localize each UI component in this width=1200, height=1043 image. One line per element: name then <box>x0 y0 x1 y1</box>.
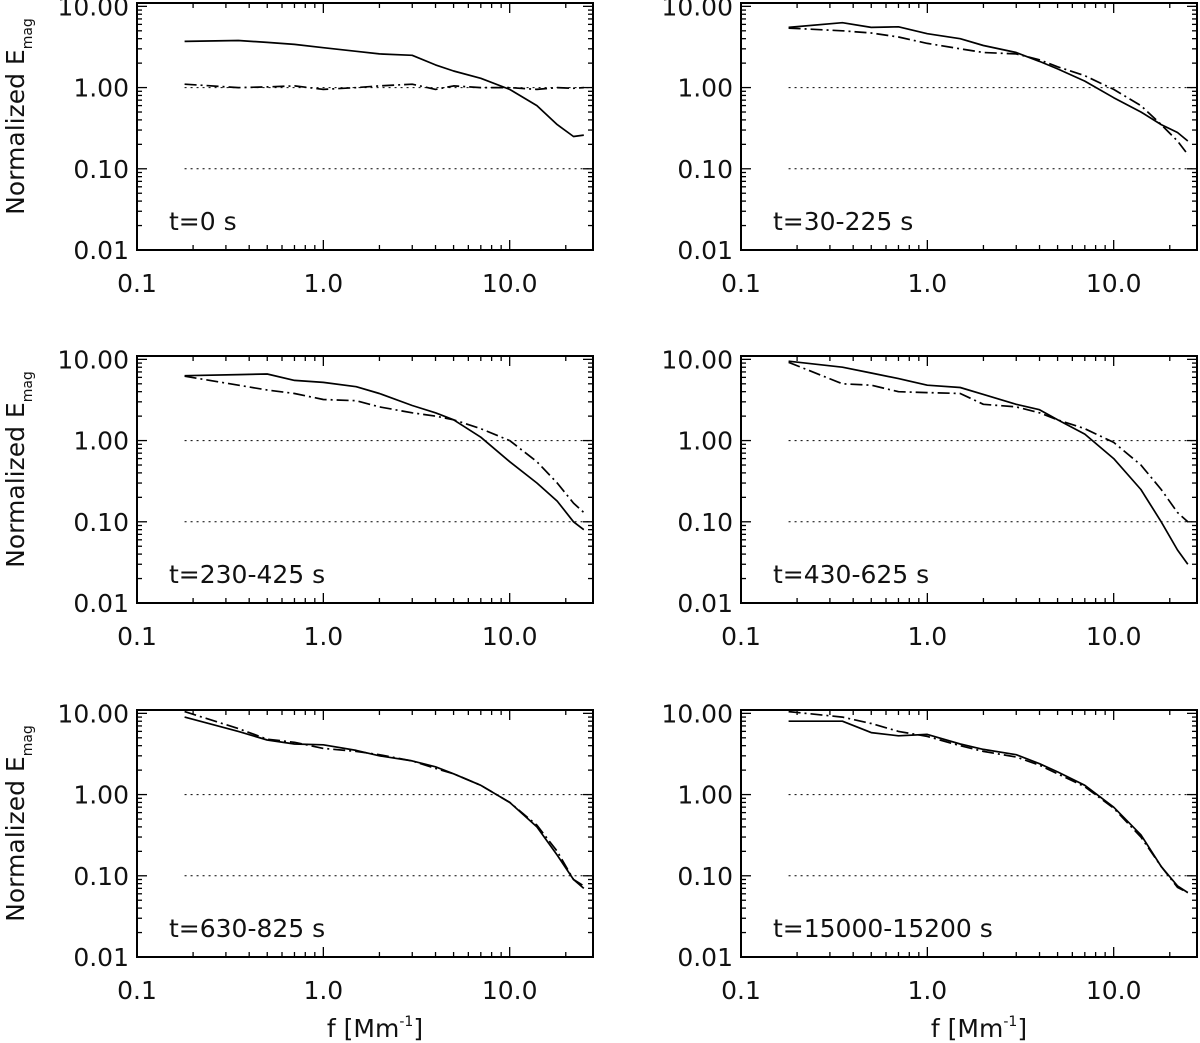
x-tick-label: 1.0 <box>907 622 947 651</box>
x-tick-label: 1.0 <box>303 622 343 651</box>
panel-4: 0.1 1.0 10.0 10.00 1.00 0.10 0.01 t=430-625 s <box>661 345 1198 651</box>
x-tick-label: 1.0 <box>907 269 947 298</box>
x-tick-label: 1.0 <box>907 976 947 1005</box>
y-axis-title: Normalized Emag <box>1 371 36 568</box>
series-dash-dot <box>184 83 584 91</box>
y-tick-label: 1.00 <box>677 427 733 456</box>
series-solid <box>788 720 1189 894</box>
x-axis-title: f [Mm-1] <box>931 1014 1027 1043</box>
series-dash-dot <box>788 361 1189 523</box>
y-tick-label: 10.00 <box>57 345 129 374</box>
y-tick-label: 0.01 <box>73 589 129 618</box>
x-tick-label: 0.1 <box>721 269 761 298</box>
panel-time-label: t=630-825 s <box>169 914 325 943</box>
y-axis-title: Normalized Emag <box>1 725 36 922</box>
y-tick-label: 1.00 <box>73 781 129 810</box>
plot-frame <box>740 709 1198 958</box>
panel-1: 0.1 1.0 10.0 10.00 1.00 0.10 0.01 t=0 s Normaliz… <box>1 0 594 298</box>
x-tick-label: 0.1 <box>721 622 761 651</box>
panel-6: 0.1 1.0 10.0 10.00 1.00 0.10 0.01 t=15000-15200… <box>661 699 1198 1043</box>
y-tick-label: 0.10 <box>677 508 733 537</box>
series-dash-dot <box>184 710 585 887</box>
x-axis-title: f [Mm-1] <box>327 1014 423 1043</box>
y-tick-label: 10.00 <box>57 0 129 21</box>
plot-frame <box>136 355 594 604</box>
series-solid <box>788 21 1189 142</box>
x-tick-label: 0.1 <box>117 622 157 651</box>
y-tick-label: 10.00 <box>661 0 733 21</box>
plot-frame <box>136 709 594 958</box>
panel-time-label: t=430-625 s <box>773 560 929 589</box>
x-tick-label: 1.0 <box>303 976 343 1005</box>
series-dash-dot <box>788 710 1189 894</box>
y-tick-label: 1.00 <box>677 74 733 103</box>
y-tick-label: 0.10 <box>73 508 129 537</box>
panel-time-label: t=230-425 s <box>169 560 325 589</box>
series-dash-dot <box>184 375 585 514</box>
y-tick-label: 0.01 <box>677 943 733 972</box>
y-tick-label: 0.10 <box>677 155 733 184</box>
x-tick-label: 10.0 <box>1086 269 1142 298</box>
x-tick-label: 10.0 <box>482 976 538 1005</box>
x-tick-label: 0.1 <box>117 976 157 1005</box>
y-axis-title: Normalized Emag <box>1 18 36 215</box>
y-tick-label: 1.00 <box>73 74 129 103</box>
y-tick-label: 1.00 <box>677 781 733 810</box>
series-dash-dot <box>788 27 1189 156</box>
x-tick-label: 1.0 <box>303 269 343 298</box>
y-tick-label: 10.00 <box>57 699 129 728</box>
y-tick-label: 0.01 <box>73 943 129 972</box>
panel-5: 0.1 1.0 10.0 10.00 1.00 0.10 0.01 t=630-825 s No… <box>1 699 594 1043</box>
y-tick-label: 0.01 <box>677 236 733 265</box>
x-tick-label: 10.0 <box>1086 622 1142 651</box>
y-tick-label: 0.01 <box>677 589 733 618</box>
plot-frame <box>740 2 1198 251</box>
series-solid <box>184 39 584 138</box>
x-tick-label: 10.0 <box>482 622 538 651</box>
x-tick-label: 0.1 <box>117 269 157 298</box>
y-tick-label: 10.00 <box>661 699 733 728</box>
plot-frame <box>136 2 594 251</box>
panel-time-label: t=30-225 s <box>773 207 913 236</box>
series-solid <box>788 360 1189 565</box>
y-tick-label: 0.10 <box>73 155 129 184</box>
panel-time-label: t=15000-15200 s <box>773 914 993 943</box>
x-tick-label: 0.1 <box>721 976 761 1005</box>
y-tick-label: 0.10 <box>677 862 733 891</box>
y-tick-label: 1.00 <box>73 427 129 456</box>
y-tick-label: 10.00 <box>661 345 733 374</box>
x-tick-label: 10.0 <box>1086 976 1142 1005</box>
panel-3: 0.1 1.0 10.0 10.00 1.00 0.10 0.01 t=230-425 s No… <box>1 345 594 651</box>
panel-time-label: t=0 s <box>169 207 237 236</box>
panel-2: 0.1 1.0 10.0 10.00 1.00 0.10 0.01 t=30-225 s <box>661 0 1198 298</box>
x-tick-label: 10.0 <box>482 269 538 298</box>
plot-frame <box>740 355 1198 604</box>
y-tick-label: 0.01 <box>73 236 129 265</box>
series-solid <box>184 373 585 531</box>
y-tick-label: 0.10 <box>73 862 129 891</box>
series-solid <box>184 716 585 890</box>
